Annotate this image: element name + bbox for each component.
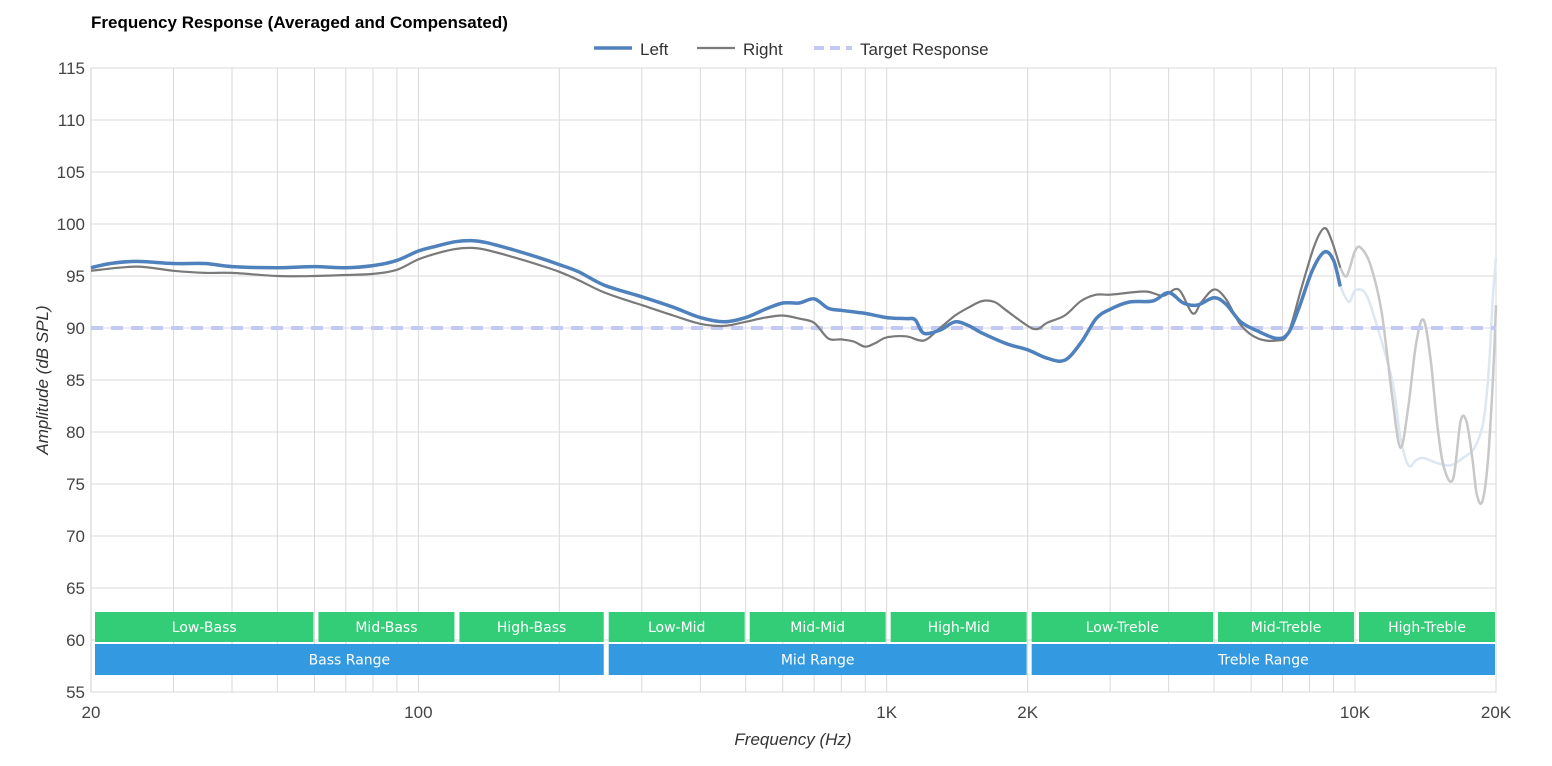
x-tick-label: 2K	[1017, 703, 1038, 722]
band-high-bass	[459, 612, 604, 642]
y-tick-label: 70	[66, 527, 85, 546]
y-tick-label: 55	[66, 683, 85, 702]
chart-legend: Left Right Target Response	[594, 40, 989, 59]
band-low-mid	[608, 612, 745, 642]
y-tick-label: 100	[57, 215, 85, 234]
band-label: Mid-Bass	[355, 620, 417, 636]
legend-label: Right	[743, 40, 783, 59]
band-label: High-Bass	[497, 620, 567, 636]
faded-series-line	[1339, 257, 1498, 468]
band-mid-bass	[318, 612, 455, 642]
chart-title: Frequency Response (Averaged and Compens…	[91, 13, 508, 32]
band-label: Mid-Mid	[790, 620, 845, 636]
band-label: Low-Treble	[1086, 620, 1159, 636]
band-label: Treble Range	[1217, 653, 1309, 669]
chart-grid	[90, 67, 1497, 693]
x-tick-label: 1K	[876, 703, 897, 722]
y-axis-label: Amplitude (dB SPL)	[33, 305, 52, 455]
y-tick-label: 60	[66, 631, 85, 650]
band-high-treble	[1359, 612, 1495, 642]
y-tick-label: 75	[66, 475, 85, 494]
x-tick-label: 20	[82, 703, 101, 722]
y-tick-label: 85	[66, 371, 85, 390]
x-tick-label: 20K	[1481, 703, 1512, 722]
y-tick-label: 65	[66, 579, 85, 598]
y-axis-ticks: 55 60 65 70 75 80 85 90 95 100 105 110 115	[57, 59, 85, 702]
band-treble-range	[1031, 644, 1495, 675]
x-tick-label: 10K	[1340, 703, 1371, 722]
y-tick-label: 95	[66, 267, 85, 286]
series-line-left	[90, 238, 1342, 363]
legend-label: Target Response	[860, 40, 989, 59]
y-tick-label: 105	[57, 163, 85, 182]
band-low-treble	[1031, 612, 1214, 642]
band-bass-range	[95, 644, 604, 675]
band-label: Bass Range	[309, 653, 391, 669]
band-label: Mid-Treble	[1251, 620, 1322, 636]
band-high-mid	[890, 612, 1027, 642]
band-low-bass	[95, 612, 314, 642]
y-tick-label: 110	[58, 111, 85, 130]
faded-series-line	[1339, 245, 1498, 506]
x-axis-label: Frequency (Hz)	[734, 730, 851, 749]
band-label: Low-Mid	[648, 620, 705, 636]
band-label: High-Mid	[928, 620, 990, 636]
band-mid-treble	[1218, 612, 1355, 642]
frequency-bands: Low-Bass Mid-Bass High-Bass Low-Mid Mid-Mid H…	[95, 612, 1495, 675]
y-tick-label: 80	[66, 423, 85, 442]
band-mid-range	[608, 644, 1027, 675]
chart-series	[90, 227, 1498, 506]
band-label: Low-Bass	[172, 620, 237, 636]
legend-label: Left	[640, 40, 669, 59]
band-label: Mid Range	[781, 653, 855, 669]
x-tick-label: 100	[404, 703, 432, 722]
y-tick-label: 115	[58, 59, 85, 78]
x-axis-ticks: 20 100 1K 2K 10K 20K	[82, 703, 1512, 722]
y-tick-label: 90	[66, 319, 85, 338]
band-label: High-Treble	[1388, 620, 1466, 636]
band-mid-mid	[749, 612, 886, 642]
